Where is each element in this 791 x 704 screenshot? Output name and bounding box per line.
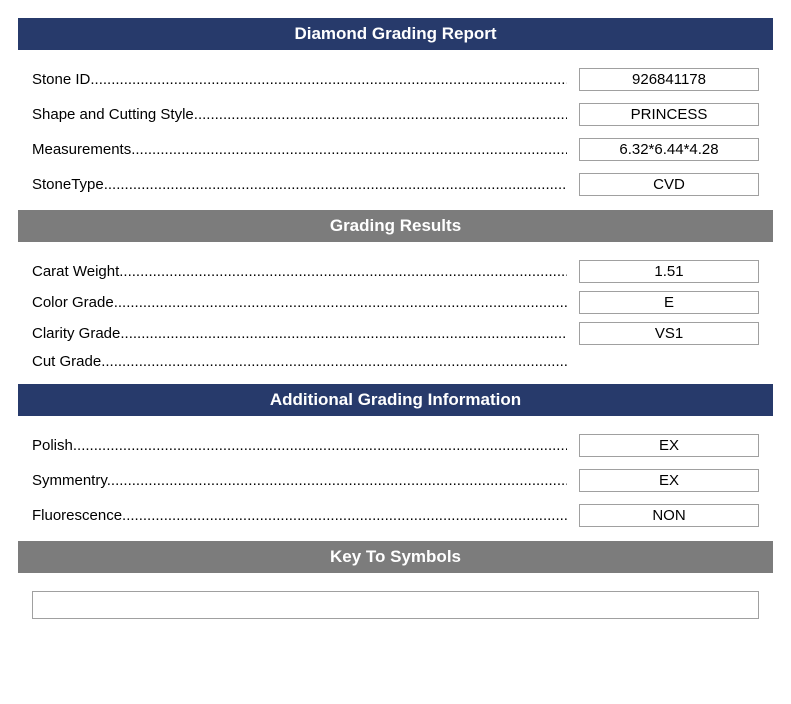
symbols-box bbox=[32, 591, 759, 619]
row-label: Measurements bbox=[32, 141, 567, 158]
report-row: Clarity Grade VS1 bbox=[18, 322, 773, 345]
row-label: Cut Grade bbox=[32, 353, 567, 370]
row-value: 6.32*6.44*4.28 bbox=[579, 138, 759, 161]
report-row: Polish EX bbox=[18, 434, 773, 457]
report-row: Symmentry EX bbox=[18, 469, 773, 492]
report-row: Measurements 6.32*6.44*4.28 bbox=[18, 138, 773, 161]
row-value: EX bbox=[579, 469, 759, 492]
row-label: Clarity Grade bbox=[32, 325, 567, 342]
section-header: Grading Results bbox=[18, 210, 773, 242]
report-row: Color Grade E bbox=[18, 291, 773, 314]
section-3: Key To Symbols bbox=[18, 541, 773, 619]
report-row: StoneType CVD bbox=[18, 173, 773, 196]
row-value bbox=[579, 360, 759, 364]
row-label: Carat Weight bbox=[32, 263, 567, 280]
row-value: E bbox=[579, 291, 759, 314]
section-header: Diamond Grading Report bbox=[18, 18, 773, 50]
section-header: Key To Symbols bbox=[18, 541, 773, 573]
row-value: EX bbox=[579, 434, 759, 457]
row-value: PRINCESS bbox=[579, 103, 759, 126]
row-label: Polish bbox=[32, 437, 567, 454]
row-label: Shape and Cutting Style bbox=[32, 106, 567, 123]
row-value: 926841178 bbox=[579, 68, 759, 91]
report-root: Diamond Grading ReportStone ID926841178S… bbox=[18, 18, 773, 619]
section-0: Diamond Grading ReportStone ID926841178S… bbox=[18, 18, 773, 196]
report-row: Carat Weight 1.51 bbox=[18, 260, 773, 283]
row-label: Color Grade bbox=[32, 294, 567, 311]
row-label: Fluorescence bbox=[32, 507, 567, 524]
row-value: CVD bbox=[579, 173, 759, 196]
section-header: Additional Grading Information bbox=[18, 384, 773, 416]
report-row: Shape and Cutting Style PRINCESS bbox=[18, 103, 773, 126]
report-row: Fluorescence NON bbox=[18, 504, 773, 527]
row-value: 1.51 bbox=[579, 260, 759, 283]
row-value: NON bbox=[579, 504, 759, 527]
report-row: Stone ID 926841178 bbox=[18, 68, 773, 91]
section-1: Grading Results Carat Weight 1.51 Color Gra… bbox=[18, 210, 773, 370]
row-label: Symmentry bbox=[32, 472, 567, 489]
row-value: VS1 bbox=[579, 322, 759, 345]
row-label: Stone ID bbox=[32, 71, 567, 88]
row-label: StoneType bbox=[32, 176, 567, 193]
report-row: Cut Grade bbox=[18, 353, 773, 370]
section-2: Additional Grading InformationPolishEXSy… bbox=[18, 384, 773, 527]
